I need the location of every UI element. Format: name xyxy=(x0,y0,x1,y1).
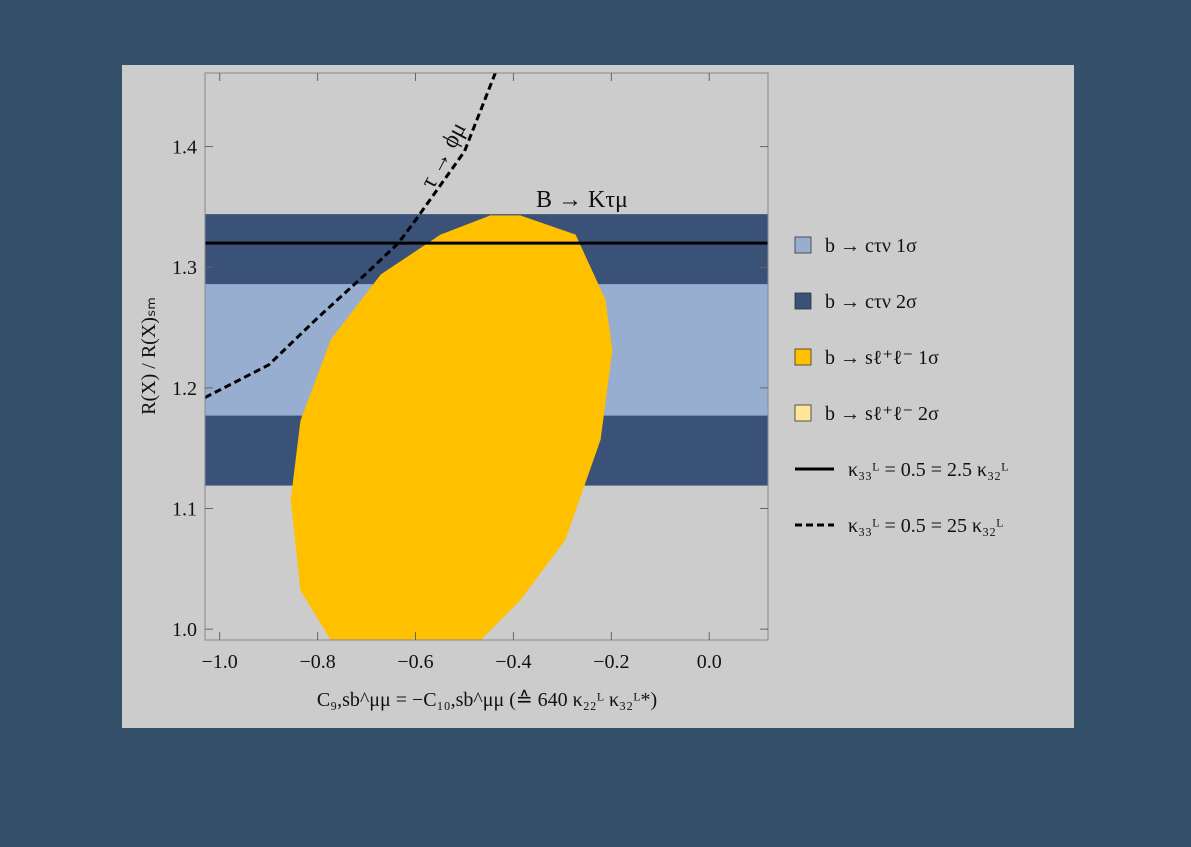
legend-label: b → cτν 1σ xyxy=(825,235,917,257)
legend-label: κ₃₃ᴸ = 0.5 = 2.5 κ₃₂ᴸ xyxy=(848,459,1008,481)
legend-swatch xyxy=(794,348,812,366)
legend-swatch xyxy=(794,404,812,422)
legend-swatch xyxy=(794,292,812,310)
y-tick-label: 1.1 xyxy=(172,499,197,521)
plot-content xyxy=(205,73,768,640)
legend-label: b → sℓ⁺ℓ⁻ 2σ xyxy=(825,403,939,425)
x-tick-label: 0.0 xyxy=(697,651,722,673)
region xyxy=(290,215,613,640)
x-tick-label: −0.2 xyxy=(593,651,629,673)
x-tick-label: −1.0 xyxy=(202,651,238,673)
legend-label: κ₃₃ᴸ = 0.5 = 25 κ₃₂ᴸ xyxy=(848,515,1003,537)
y-tick-label: 1.0 xyxy=(172,619,197,641)
annotation: B → Kτμ xyxy=(536,187,628,213)
x-tick-label: −0.4 xyxy=(495,651,531,673)
y-tick-label: 1.4 xyxy=(172,137,197,159)
x-axis-label: C₉,sb^μμ = −C₁₀,sb^μμ (≙ 640 κ₂₂ᴸ κ₃₂ᴸ*) xyxy=(317,689,657,711)
legend-label: b → sℓ⁺ℓ⁻ 1σ xyxy=(825,347,939,369)
plot-frame xyxy=(204,72,769,641)
x-tick-label: −0.8 xyxy=(299,651,335,673)
y-tick-label: 1.2 xyxy=(172,378,197,400)
x-tick-label: −0.6 xyxy=(397,651,433,673)
line xyxy=(205,73,497,399)
y-tick-label: 1.3 xyxy=(172,257,197,279)
y-axis-label: R(X) / R(X)ₛₘ xyxy=(138,297,160,415)
legend-label: b → cτν 2σ xyxy=(825,291,917,313)
legend-swatch xyxy=(794,236,812,254)
